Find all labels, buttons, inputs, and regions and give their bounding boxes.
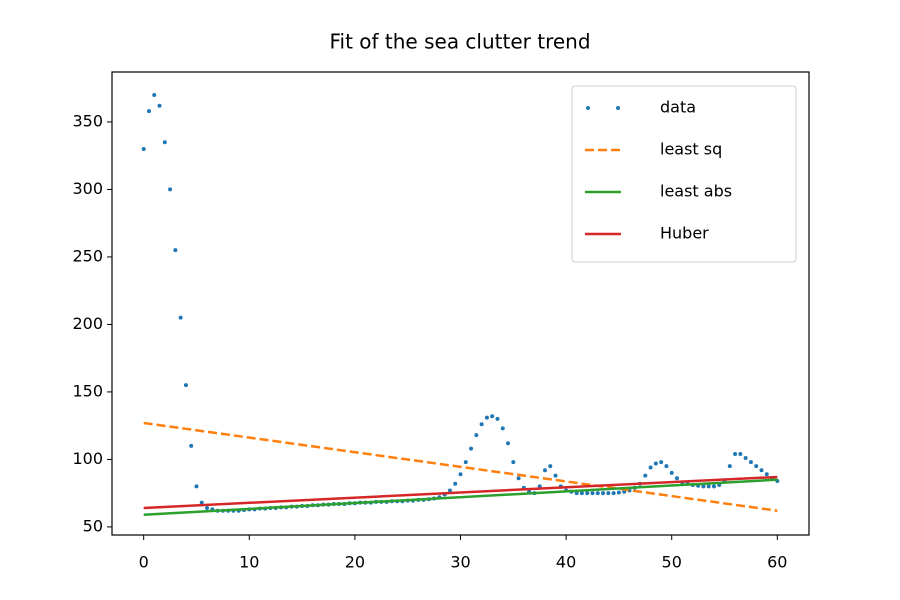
data-point	[542, 468, 547, 473]
data-point	[606, 491, 611, 496]
x-tick-label: 40	[556, 553, 576, 572]
data-point	[669, 470, 674, 475]
data-point	[706, 484, 711, 489]
data-point	[157, 103, 162, 108]
data-point	[495, 416, 500, 421]
data-point	[738, 452, 743, 457]
legend: data least sq least abs Huber	[571, 85, 797, 263]
x-tick-label: 0	[139, 553, 149, 572]
data-point	[701, 484, 706, 489]
data-point	[754, 464, 759, 469]
legend-marker	[616, 106, 620, 110]
data-point	[601, 491, 606, 496]
y-tick-label: 50	[83, 516, 103, 535]
data-point	[743, 456, 748, 461]
data-point	[553, 473, 558, 478]
y-tick-label: 200	[72, 314, 103, 333]
data-point	[574, 491, 579, 496]
y-tick-label: 100	[72, 449, 103, 468]
data-point	[659, 460, 664, 465]
legend-label: data	[660, 98, 696, 117]
data-point	[643, 473, 648, 478]
data-point	[205, 506, 210, 511]
data-point	[511, 460, 516, 465]
data-point	[490, 414, 495, 419]
plot-frame	[111, 71, 810, 536]
data-point	[674, 476, 679, 481]
data-point	[585, 491, 590, 496]
data-point	[479, 422, 484, 427]
data-point	[506, 441, 511, 446]
data-point	[611, 491, 616, 496]
data-point	[199, 500, 204, 505]
data-point	[162, 140, 167, 145]
data-point	[616, 490, 621, 495]
data-point	[146, 109, 151, 114]
legend-label: least sq	[660, 140, 722, 159]
data-point	[447, 488, 452, 493]
data-point	[500, 426, 505, 431]
data-point	[463, 460, 468, 465]
data-point	[727, 464, 732, 469]
data-point	[183, 383, 188, 388]
fit-line	[143, 421, 778, 512]
fit-line	[143, 478, 778, 517]
x-tick-label: 20	[345, 553, 365, 572]
y-tick-label: 250	[72, 246, 103, 265]
data-point	[194, 484, 199, 489]
legend-label: least abs	[660, 182, 732, 201]
data-point	[469, 446, 474, 451]
legend-marker	[586, 106, 590, 110]
data-point	[152, 92, 157, 97]
data-point	[453, 481, 458, 486]
x-tick-label: 60	[767, 553, 787, 572]
x-tick-label: 50	[662, 553, 682, 572]
data-point	[590, 491, 595, 496]
data-point	[759, 468, 764, 473]
x-tick-label: 10	[239, 553, 259, 572]
data-point	[173, 248, 178, 253]
y-tick-label: 350	[72, 111, 103, 130]
data-point	[516, 476, 521, 481]
data-point	[748, 460, 753, 465]
data-point	[764, 472, 769, 477]
fit-line	[143, 475, 778, 510]
legend-box	[571, 85, 797, 263]
data-point	[458, 472, 463, 477]
data-point	[548, 464, 553, 469]
data-point	[474, 433, 479, 438]
data-point	[733, 452, 738, 457]
data-point	[653, 461, 658, 466]
chart-title: Fit of the sea clutter trend	[329, 30, 590, 54]
data-point	[178, 315, 183, 320]
data-point	[579, 491, 584, 496]
data-point	[141, 146, 146, 151]
data-point	[168, 187, 173, 192]
x-tick-label: 30	[450, 553, 470, 572]
legend-label: Huber	[660, 224, 709, 243]
data-point	[484, 415, 489, 420]
data-point	[711, 484, 716, 489]
y-tick-label: 300	[72, 179, 103, 198]
y-tick-label: 150	[72, 381, 103, 400]
data-point	[648, 465, 653, 470]
data-point	[664, 464, 669, 469]
data-point	[189, 443, 194, 448]
data-point	[595, 491, 600, 496]
